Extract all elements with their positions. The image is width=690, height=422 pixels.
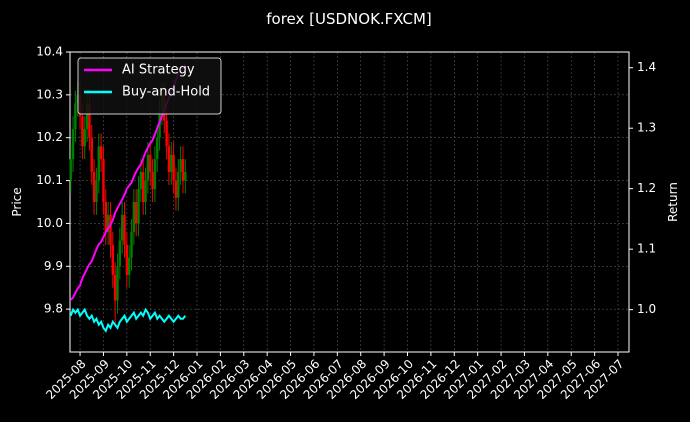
candle-body: [74, 103, 77, 130]
candle-body: [144, 180, 147, 202]
candle-body: [85, 103, 89, 130]
plot-frame: [69, 51, 630, 353]
candle-body: [92, 172, 96, 202]
candle-body: [69, 159, 72, 181]
candle-body: [109, 214, 112, 245]
candle-body: [134, 202, 138, 224]
y2-axis-label: Return: [666, 182, 680, 222]
y-tick-label: 10.2: [36, 130, 63, 144]
candle-body: [118, 240, 122, 267]
legend-box: [77, 57, 222, 115]
series-line: [69, 307, 187, 333]
y-tick-label: 10.1: [36, 173, 63, 187]
legend-label: AI Strategy: [122, 63, 195, 78]
y-tick-label: 10.0: [36, 216, 63, 230]
y2-tick-label: 1.1: [637, 242, 656, 256]
candle-body: [170, 154, 173, 172]
candle-body: [165, 120, 168, 147]
candle-body: [83, 129, 86, 147]
candle-body: [151, 172, 154, 190]
y2-tick-label: 1.4: [637, 60, 656, 74]
candle-body: [71, 129, 75, 160]
candle-body: [132, 202, 136, 232]
chart-title: forex [USDNOK.FXCM]: [266, 10, 432, 28]
y2-tick-label: 1.2: [637, 181, 656, 195]
legend-label: Buy-and-Hold: [122, 85, 210, 100]
y2-tick-label: 1.0: [637, 302, 656, 316]
candle-body: [106, 214, 110, 232]
candle-body: [172, 154, 175, 181]
candle-body: [153, 159, 157, 190]
candle-body: [104, 202, 107, 232]
candle-body: [174, 180, 178, 198]
y-axis-label: Price: [10, 187, 24, 216]
candle-body: [177, 172, 180, 198]
candle-body: [116, 266, 119, 301]
legend: AI Strategy Buy-and-Hold: [77, 57, 222, 115]
candle-body: [97, 146, 100, 181]
candle-body: [146, 154, 150, 181]
y2-tick-label: 1.3: [637, 121, 656, 135]
candle-body: [81, 116, 84, 147]
candle-body: [113, 274, 117, 301]
candle-body: [181, 159, 185, 181]
y-tick-label: 9.8: [44, 302, 63, 316]
y-tick-label: 10.3: [36, 87, 63, 101]
candle-body: [123, 214, 126, 245]
candle-body: [111, 244, 115, 275]
candle-body: [179, 159, 182, 172]
candle-body: [99, 146, 103, 160]
candle-body: [149, 154, 152, 172]
candle-body: [88, 103, 91, 138]
candle-body: [137, 189, 140, 224]
candle-body: [130, 232, 133, 258]
y-tick-label: 10.4: [36, 45, 63, 59]
candle-body: [142, 172, 145, 202]
y-tick-label: 9.9: [44, 259, 63, 273]
candle-body: [125, 244, 129, 275]
candle-body: [95, 180, 98, 202]
candle-body: [167, 146, 171, 172]
candle-body: [139, 172, 143, 190]
candle-body: [156, 137, 159, 160]
candle-body: [127, 257, 131, 275]
candle-body: [90, 137, 93, 172]
candle-body: [102, 159, 105, 202]
candle-body: [120, 214, 124, 241]
candle-body: [184, 172, 187, 181]
